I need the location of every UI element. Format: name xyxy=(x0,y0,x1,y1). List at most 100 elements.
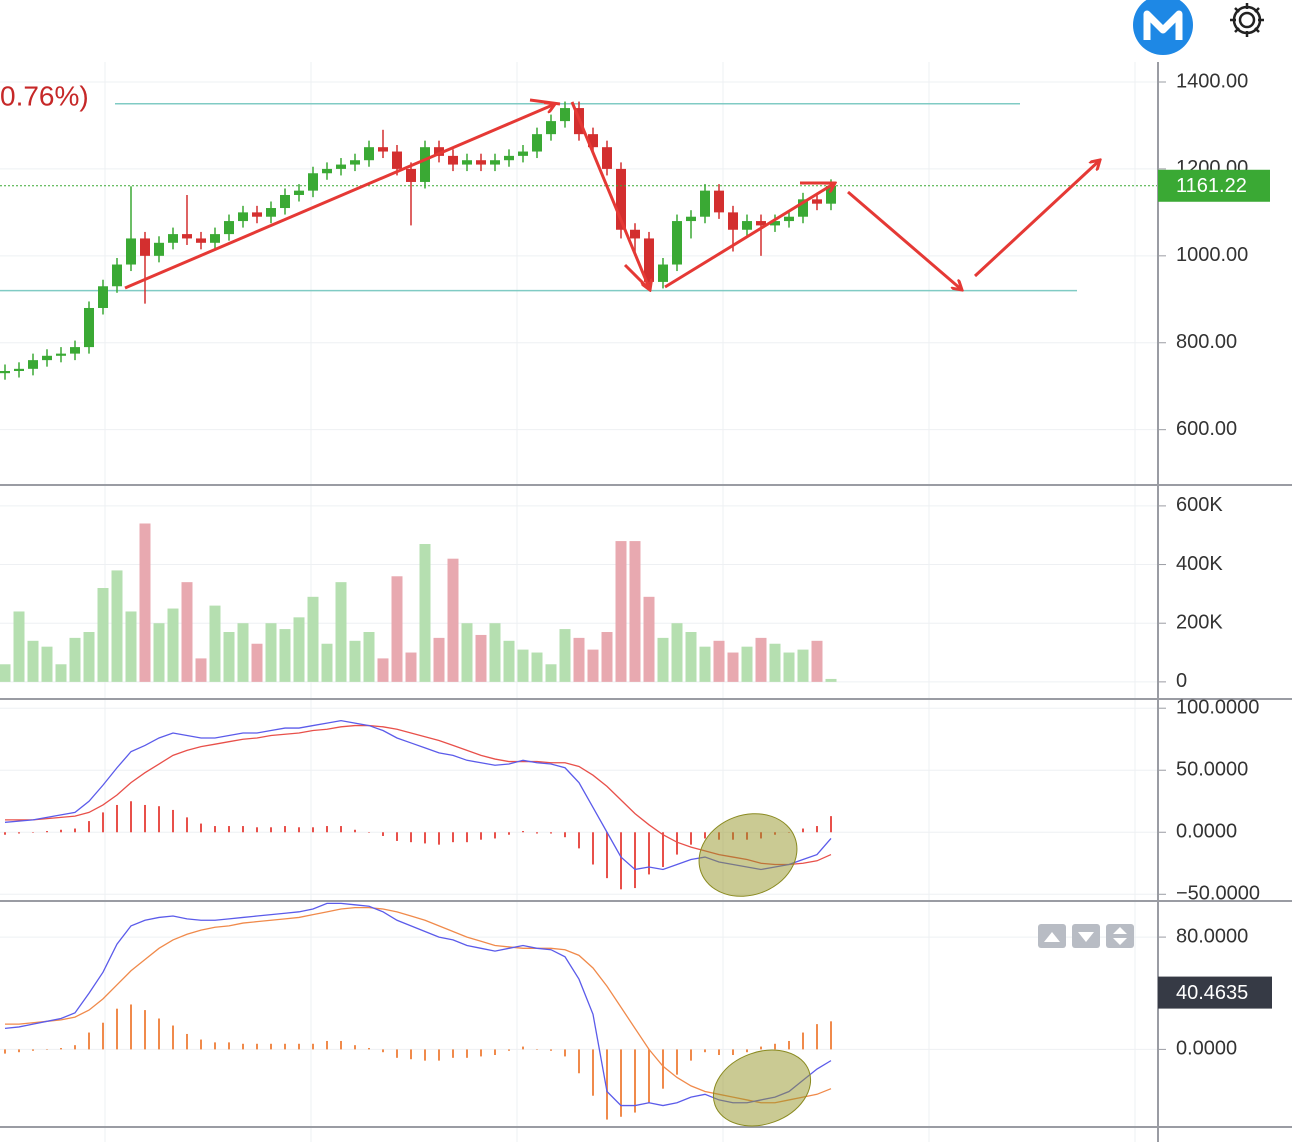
histogram-bar xyxy=(690,832,692,845)
histogram-bar xyxy=(508,1049,510,1051)
histogram-bar xyxy=(4,832,6,835)
histogram-bar xyxy=(396,1049,398,1058)
candle-body xyxy=(602,147,612,169)
histogram-bar xyxy=(564,1049,566,1057)
histogram-bar xyxy=(382,1049,384,1053)
volume-bar xyxy=(69,637,81,682)
volume-bar xyxy=(643,596,655,682)
candle-body xyxy=(714,190,724,213)
histogram-bar xyxy=(368,1047,370,1050)
histogram-bar xyxy=(74,1045,76,1050)
histogram-bar xyxy=(228,826,230,833)
volume-bar xyxy=(503,640,515,682)
candle-body xyxy=(70,347,80,354)
candle-body xyxy=(378,147,388,152)
y-tick-label: −50.0000 xyxy=(1176,883,1260,905)
volume-bar xyxy=(153,623,165,682)
candle-body xyxy=(686,216,696,222)
histogram-bar xyxy=(340,826,342,833)
candle-body xyxy=(490,160,500,165)
histogram-bar xyxy=(578,1049,580,1074)
histogram-bar xyxy=(620,1049,622,1117)
volume-bar xyxy=(797,649,809,682)
panel-separators xyxy=(0,62,1292,1142)
volume-bar xyxy=(13,611,25,682)
histogram-bar xyxy=(354,829,356,833)
y-tick-label: 0 xyxy=(1176,670,1187,692)
candle-body xyxy=(798,199,808,217)
volume-bar xyxy=(237,623,249,682)
candle-body xyxy=(84,307,94,348)
maximize-button[interactable] xyxy=(1106,924,1134,948)
histogram-bar xyxy=(466,1049,468,1058)
histogram-bar xyxy=(760,1046,762,1050)
histogram-bar xyxy=(466,832,468,843)
histogram-bar xyxy=(606,1049,608,1120)
volume-bar xyxy=(111,570,123,682)
plot-layer xyxy=(0,81,1158,1120)
candle-body xyxy=(420,147,430,182)
volume-bar xyxy=(685,632,697,682)
candle-body xyxy=(14,368,24,372)
histogram-bar xyxy=(774,1043,776,1050)
last-value-tag xyxy=(1158,976,1272,1009)
histogram-bar xyxy=(452,1049,454,1058)
volume-bar xyxy=(741,646,753,682)
histogram-bar xyxy=(270,827,272,833)
candle-body xyxy=(56,353,66,356)
candle-body xyxy=(644,238,654,282)
candle-body xyxy=(826,185,836,204)
y-tick-label: 600K xyxy=(1176,494,1223,516)
volume-bar xyxy=(195,658,207,682)
histogram-bar xyxy=(676,832,678,855)
candle-body xyxy=(168,234,178,243)
candle-body xyxy=(560,108,570,122)
volume-bar xyxy=(699,646,711,682)
volume-bar xyxy=(181,582,193,682)
candle-body xyxy=(588,134,598,148)
histogram-bar xyxy=(732,1049,734,1056)
volume-bar xyxy=(349,640,361,682)
volume-bar xyxy=(279,629,291,682)
histogram-bar xyxy=(550,832,552,834)
candle-body xyxy=(784,216,794,222)
volume-bar xyxy=(531,652,543,682)
change-percent: 0.76%) xyxy=(0,80,89,111)
volume-bar xyxy=(671,623,683,682)
histogram-bar xyxy=(32,832,34,833)
histogram-bar xyxy=(74,828,76,833)
histogram-bar xyxy=(88,1032,90,1050)
volume-bar xyxy=(391,576,403,682)
candle-body xyxy=(196,238,206,243)
histogram-bar xyxy=(46,1049,48,1050)
settings-icon[interactable] xyxy=(1230,3,1264,37)
candle-body xyxy=(308,173,318,191)
histogram-bar xyxy=(634,832,636,889)
histogram-bar xyxy=(704,1049,706,1053)
y-tick-label: 800.00 xyxy=(1176,331,1237,353)
volume-bar xyxy=(713,640,725,682)
volume-bar xyxy=(433,637,445,682)
histogram-bar xyxy=(648,832,650,875)
histogram-bar xyxy=(704,832,706,839)
histogram-bar xyxy=(438,1049,440,1061)
last-price-tag xyxy=(1158,169,1270,202)
histogram-bar xyxy=(102,812,104,833)
candle-body xyxy=(812,199,822,204)
histogram-bar xyxy=(522,1046,524,1050)
histogram-bar xyxy=(214,1042,216,1050)
histogram-bar xyxy=(46,831,48,833)
candle-body xyxy=(294,190,304,195)
histogram-bar xyxy=(200,1039,202,1050)
candle-body xyxy=(252,212,262,217)
histogram-bar xyxy=(564,832,566,838)
volume-bar xyxy=(139,523,151,682)
histogram-bar xyxy=(18,832,20,834)
volume-bar xyxy=(727,652,739,682)
histogram-bar xyxy=(172,1025,174,1050)
histogram-bar xyxy=(522,831,524,833)
candle-body xyxy=(448,155,458,165)
candle-body xyxy=(182,234,192,239)
volume-bar xyxy=(615,541,627,682)
